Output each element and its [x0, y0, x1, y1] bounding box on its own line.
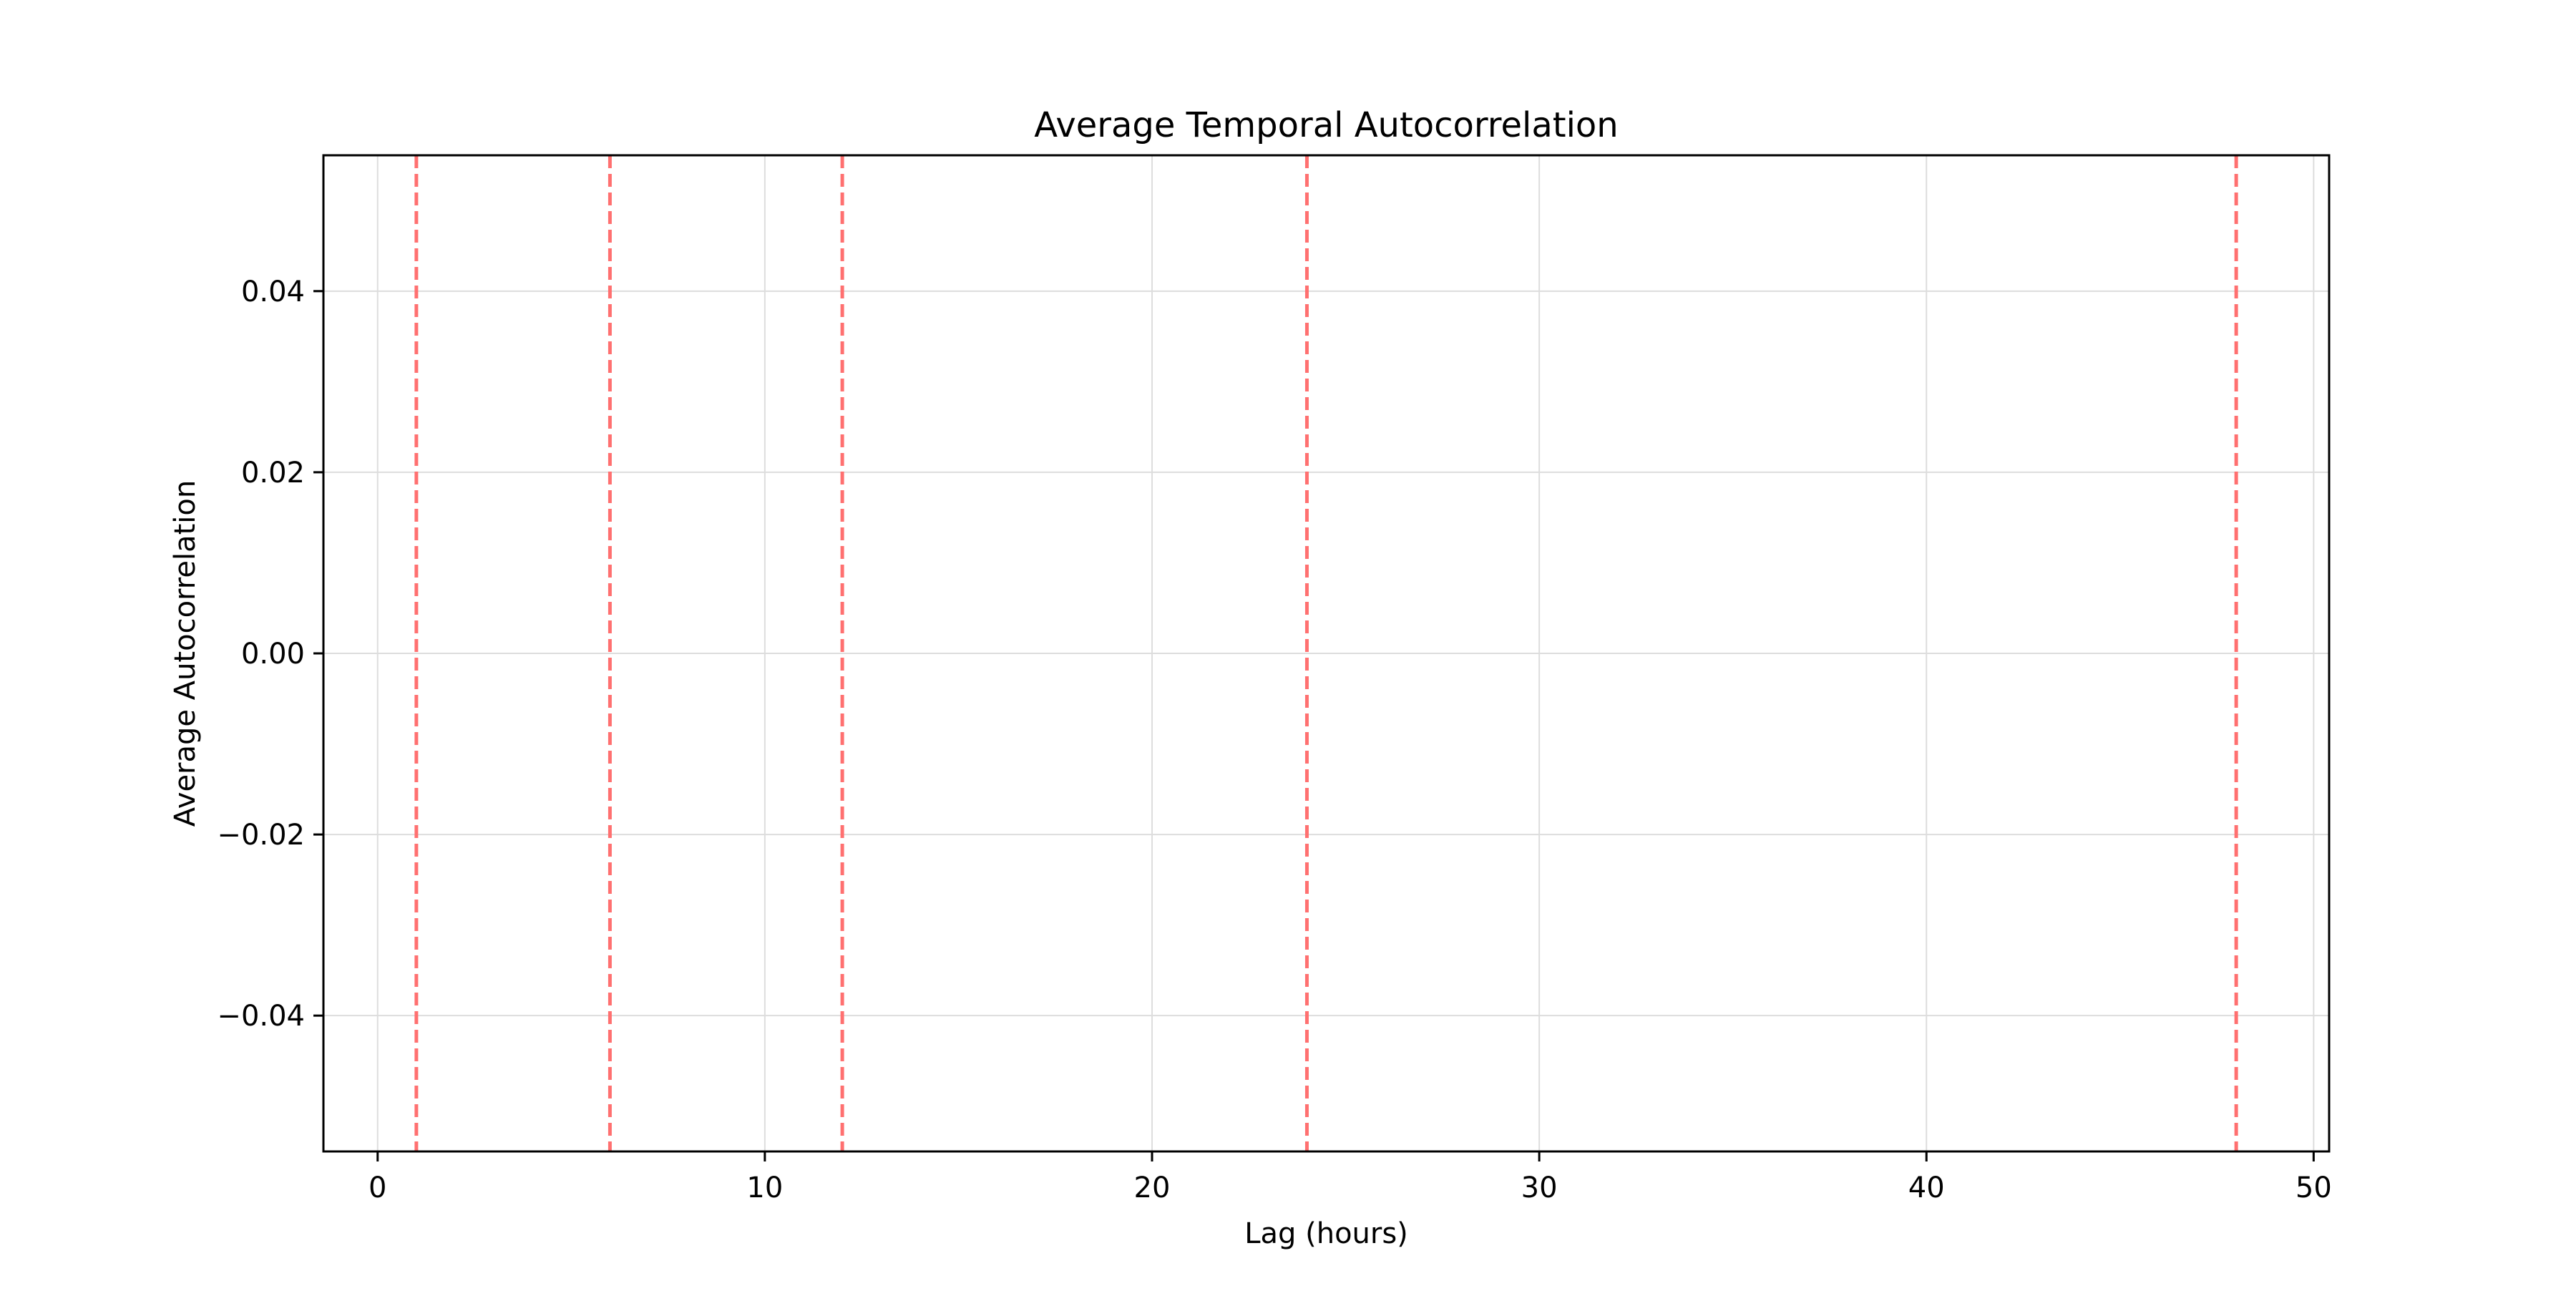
grid-layer — [323, 155, 2329, 1151]
x-axis-label: Lag (hours) — [1244, 1217, 1408, 1250]
y-tick-label: −0.02 — [217, 819, 305, 852]
x-tick-label: 0 — [369, 1171, 386, 1204]
x-tick-label: 10 — [746, 1171, 783, 1204]
x-tick-label: 50 — [2296, 1171, 2332, 1204]
y-tick-label: 0.02 — [241, 457, 305, 489]
x-tick-label: 40 — [1908, 1171, 1945, 1204]
x-axis-ticks: 0 10 20 30 40 50 — [369, 1151, 2332, 1204]
y-tick-label: 0.04 — [241, 276, 305, 308]
y-axis-ticks: −0.04 −0.02 0.00 0.02 0.04 — [217, 276, 323, 1033]
y-tick-label: −0.04 — [217, 1000, 305, 1033]
x-tick-label: 30 — [1521, 1171, 1558, 1204]
chart-title: Average Temporal Autocorrelation — [1034, 105, 1618, 145]
y-tick-label: 0.00 — [241, 638, 305, 671]
x-tick-label: 20 — [1134, 1171, 1171, 1204]
reference-lines-layer — [414, 155, 2238, 1151]
y-axis-label: Average Autocorrelation — [169, 480, 202, 827]
